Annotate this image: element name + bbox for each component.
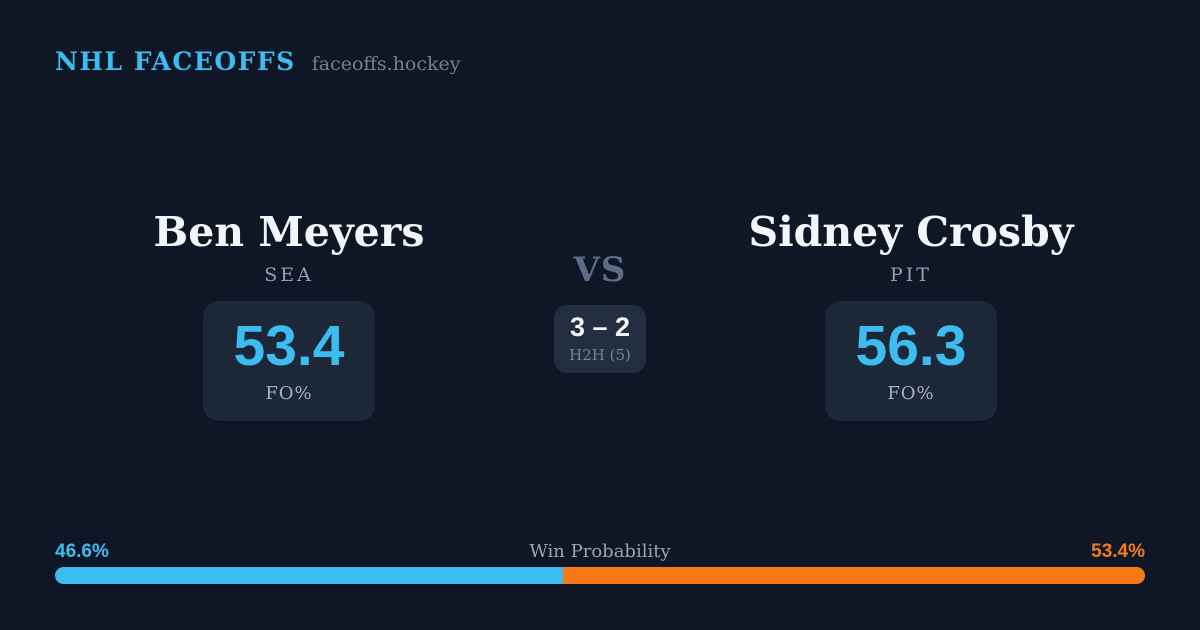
vs-label: VS: [573, 250, 627, 290]
win-probability-bar-right-segment: [562, 567, 1145, 584]
win-probability-bar-left-segment: [55, 567, 563, 584]
faceoff-percentage-label: FO%: [265, 383, 313, 405]
win-probability-title: Win Probability: [529, 541, 671, 562]
win-probability-right-value: 53.4%: [1091, 541, 1145, 562]
versus-column: VS 3 – 2 H2H (5): [520, 250, 680, 374]
head-to-head-score: 3 – 2: [569, 312, 631, 343]
header: NHL FACEOFFS faceoffs.hockey: [55, 47, 461, 76]
head-to-head-card: 3 – 2 H2H (5): [554, 305, 646, 374]
stat-card: 53.4 FO%: [203, 301, 375, 422]
win-probability-bar: [55, 567, 1145, 584]
stat-card: 56.3 FO%: [825, 301, 997, 422]
team-code: PIT: [890, 264, 932, 287]
brand-title: NHL FACEOFFS: [55, 47, 296, 76]
faceoff-percentage-value: 56.3: [855, 314, 967, 379]
win-probability-left-value: 46.6%: [55, 541, 109, 562]
team-code: SEA: [264, 264, 314, 287]
head-to-head-label: H2H (5): [569, 346, 631, 365]
win-probability-labels: 46.6% Win Probability 53.4%: [55, 541, 1145, 563]
player-column-left: Ben Meyers SEA 53.4 FO%: [119, 208, 459, 422]
player-name: Ben Meyers: [153, 208, 425, 256]
faceoff-percentage-label: FO%: [887, 383, 935, 405]
player-column-right: Sidney Crosby PIT 56.3 FO%: [741, 208, 1081, 422]
site-url: faceoffs.hockey: [311, 53, 461, 75]
player-name: Sidney Crosby: [748, 208, 1074, 256]
faceoff-percentage-value: 53.4: [233, 314, 345, 379]
